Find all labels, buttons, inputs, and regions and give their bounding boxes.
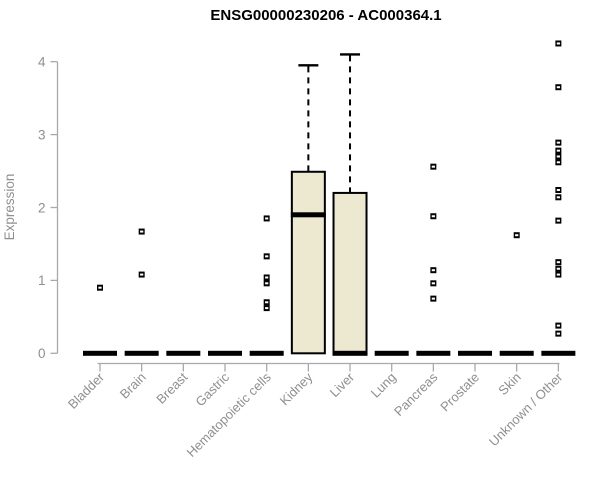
outlier-point-center [431, 282, 435, 285]
median-line-liver [332, 350, 368, 356]
outlier-point-center [556, 161, 560, 164]
zero-box-gastric [208, 350, 243, 356]
y-tick-label: 3 [38, 127, 46, 142]
outlier-point-center [515, 234, 519, 237]
zero-box-brain [124, 350, 159, 356]
zero-box-lung [374, 350, 409, 356]
outlier-point-center [556, 332, 560, 335]
x-tick-label-bladder: Bladder [65, 369, 108, 412]
x-tick-label-pancreas: Pancreas [391, 369, 441, 419]
zero-box-pancreas [416, 350, 451, 356]
x-tick-label-skin: Skin [495, 370, 523, 398]
outlier-point-center [265, 255, 269, 258]
outlier-point-center [556, 141, 560, 144]
outlier-point-center [556, 155, 560, 158]
outlier-point-center [556, 261, 560, 264]
chart-title: ENSG00000230206 - AC000364.1 [210, 7, 442, 24]
x-tick-label-liver: Liver [327, 369, 358, 400]
outlier-point-center [431, 297, 435, 300]
x-tick-label-brain: Brain [117, 370, 149, 402]
y-tick-label: 2 [38, 200, 46, 215]
outlier-point-center [265, 282, 269, 285]
outlier-point-center [556, 219, 560, 222]
outlier-point-center [556, 324, 560, 327]
x-tick-label-kidney: Kidney [277, 369, 316, 408]
median-line-kidney [290, 212, 326, 218]
outlier-point-center [265, 276, 269, 279]
outlier-point-center [98, 286, 102, 289]
outlier-point-center [431, 269, 435, 272]
zero-box-breast [166, 350, 201, 356]
outlier-point-center [431, 165, 435, 168]
x-tick-label-prostate: Prostate [437, 370, 482, 415]
outlier-point-center [556, 86, 560, 89]
outlier-point-center [140, 273, 144, 276]
zero-box-bladder [83, 350, 117, 356]
outlier-point-center [265, 307, 269, 310]
outlier-point-center [556, 189, 560, 192]
x-tick-label-breast: Breast [153, 369, 190, 406]
x-tick-label-lung: Lung [368, 370, 399, 401]
y-tick-label: 4 [38, 55, 46, 70]
outlier-point-center [556, 196, 560, 199]
outlier-point-center [556, 149, 560, 152]
y-tick-label: 1 [38, 273, 46, 288]
outlier-point-center [556, 273, 560, 276]
x-tick-label-unknown-other: Unknown / Other [486, 369, 566, 449]
box-kidney [290, 170, 326, 355]
zero-box-skin [499, 350, 534, 356]
outlier-point-center [556, 42, 560, 45]
outlier-point-center [431, 215, 435, 218]
outlier-point-center [556, 267, 560, 270]
box-liver [332, 191, 368, 355]
y-tick-label: 0 [38, 346, 46, 361]
outlier-point-center [140, 230, 144, 233]
zero-box-hematopoietic-cells [249, 350, 284, 356]
zero-box-unknown-other [541, 350, 576, 356]
outlier-point-center [265, 301, 269, 304]
x-tick-label-gastric: Gastric [192, 369, 232, 409]
outlier-point-center [265, 217, 269, 220]
zero-box-prostate [458, 350, 493, 356]
